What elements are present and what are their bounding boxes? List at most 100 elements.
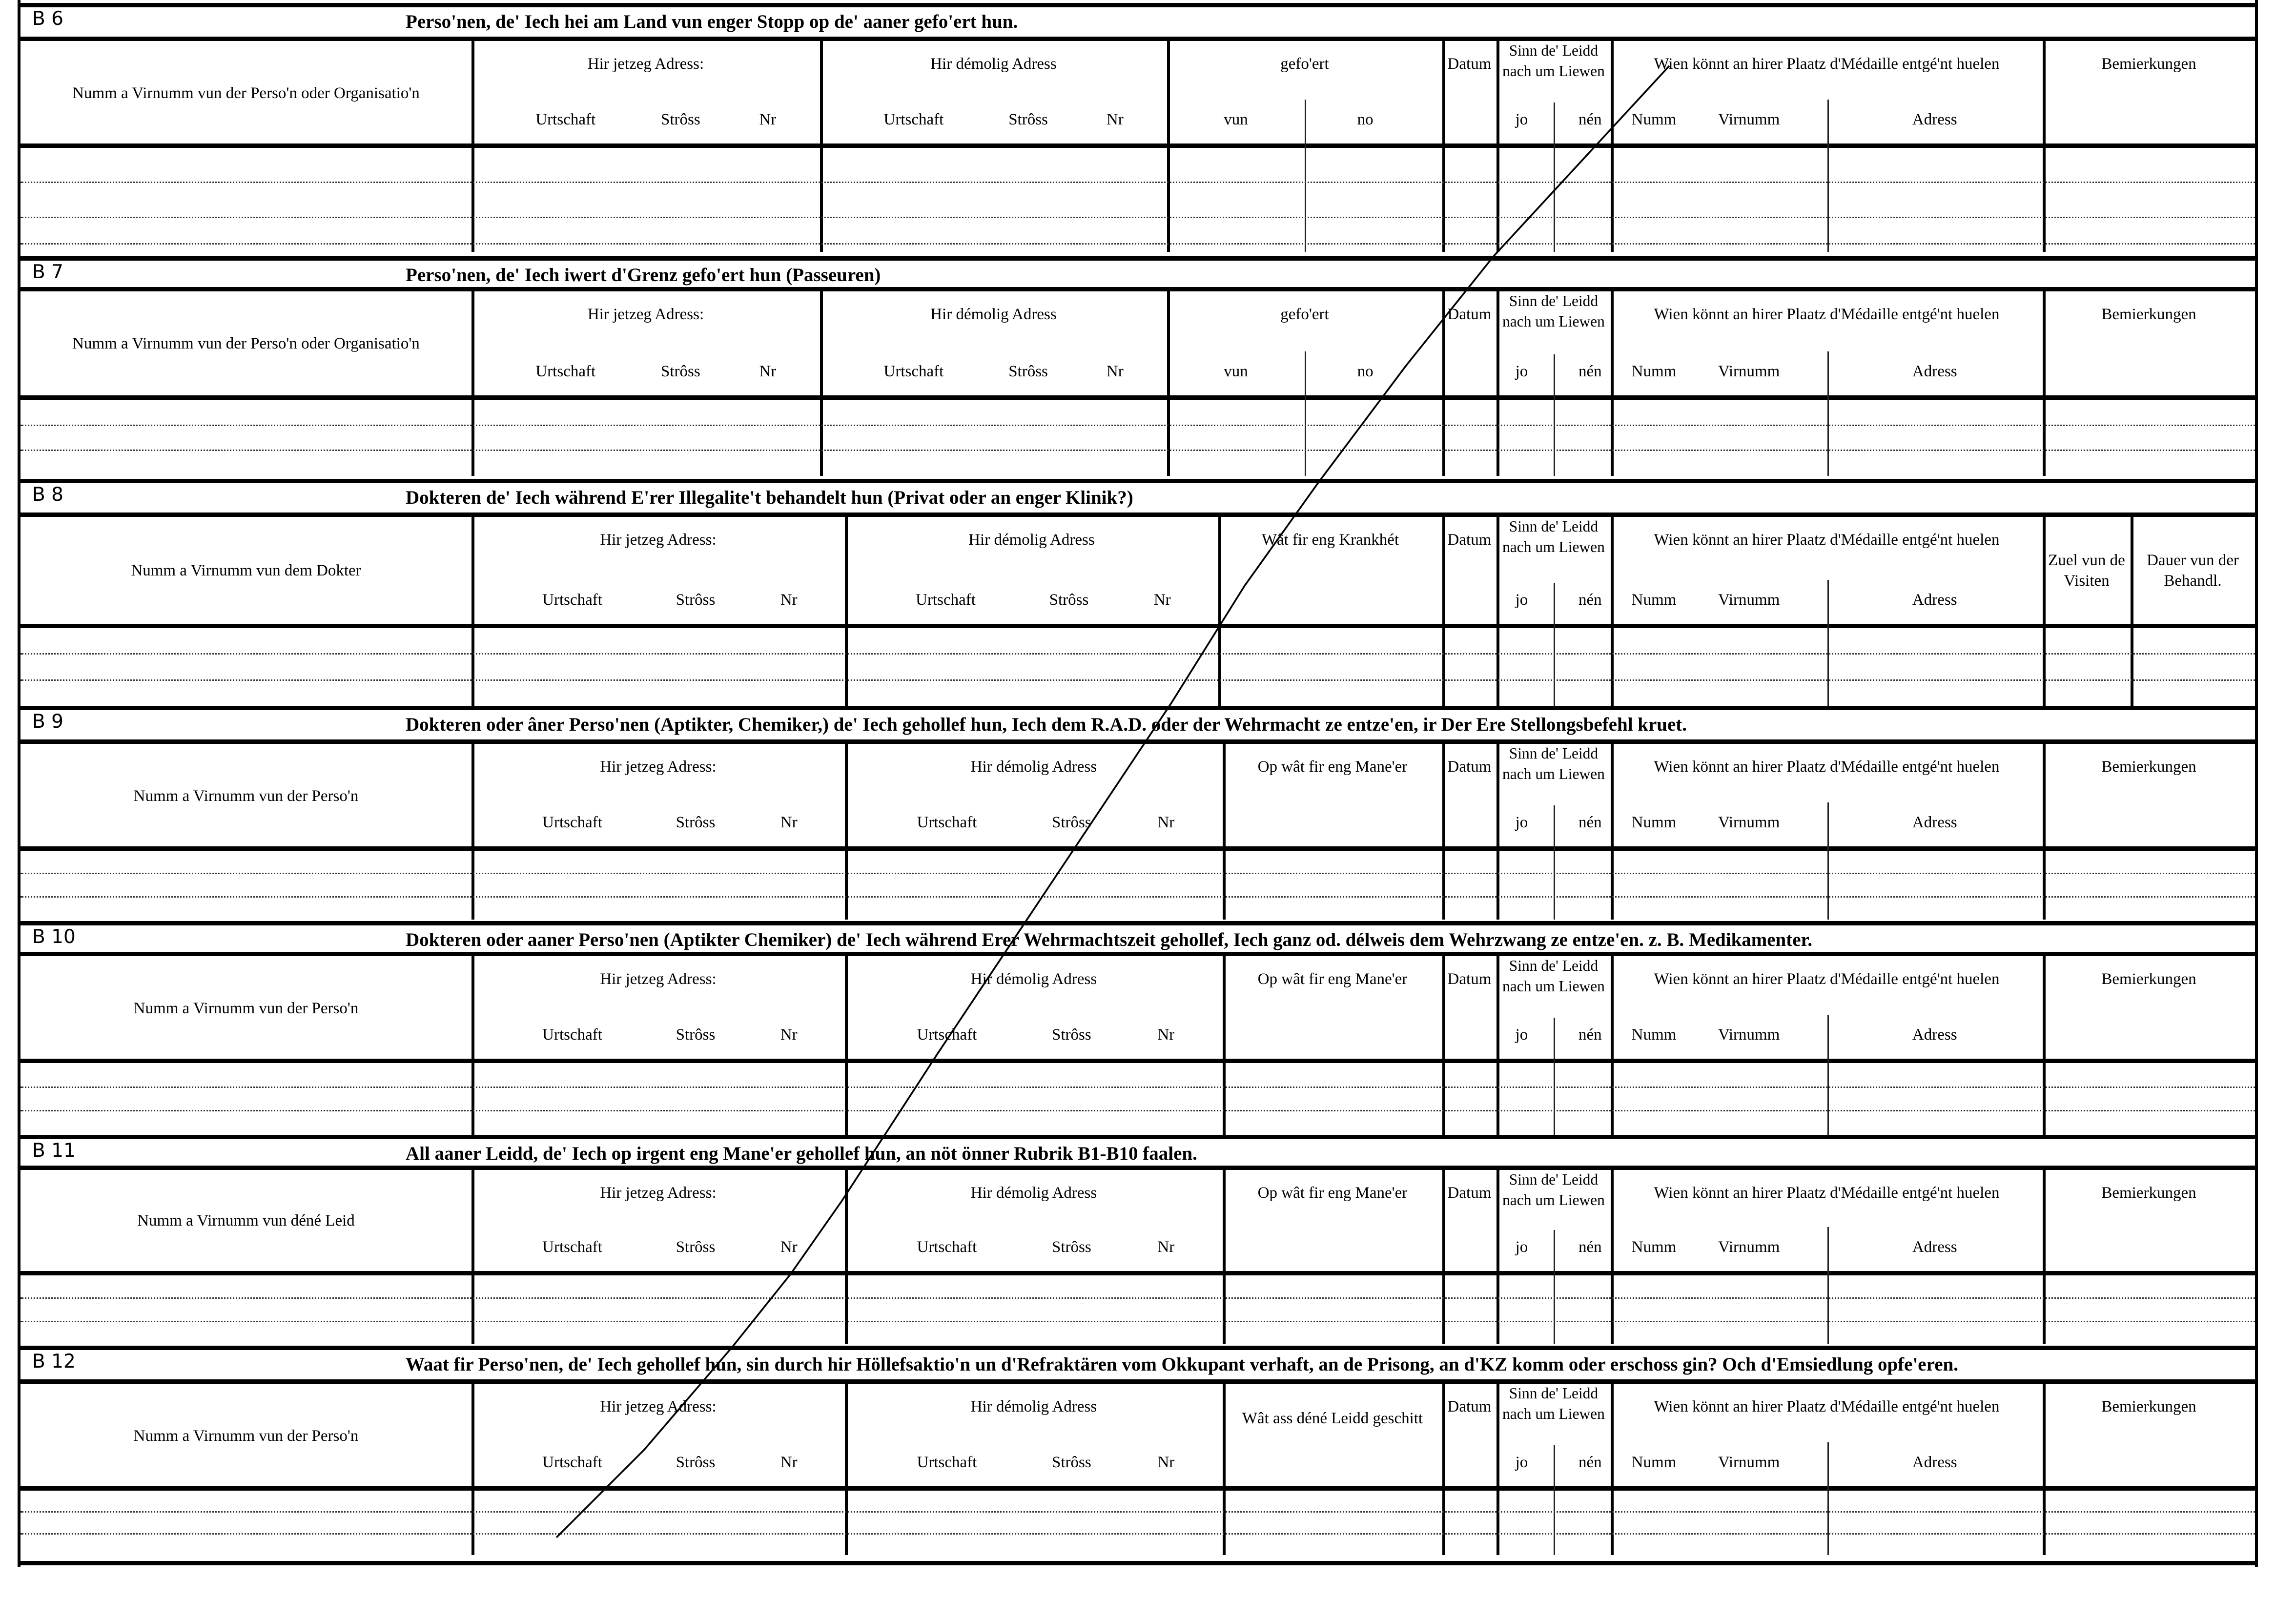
column-sub-label: nén (1578, 592, 1602, 609)
column-divider (1611, 40, 1614, 252)
entry-line[interactable] (20, 1511, 2255, 1513)
column-sub-label: Urtschaft (917, 1454, 977, 1472)
section-title: All aaner Leidd, de' Iech op irgent eng … (406, 1142, 1197, 1164)
column-divider (1496, 515, 1499, 706)
column-sub-label: Urtschaft (535, 111, 596, 129)
column-header-label: Datum (1447, 758, 1492, 776)
column-divider (1223, 1168, 1226, 1344)
column-header-label: Sinn de' Leidd nach um Liewen (1502, 44, 1605, 81)
header-top-rule (18, 1379, 2258, 1384)
column-header-label: Wât ass déné Leidd geschitt (1242, 1410, 1423, 1428)
column-header-label: Hir démolig Adress (970, 758, 1097, 776)
section-top-rule (18, 479, 2258, 483)
column-divider (1223, 955, 1226, 1135)
column-divider (472, 1382, 474, 1555)
entry-line[interactable] (20, 653, 2255, 655)
column-divider (2043, 955, 2046, 1135)
column-header-label: Hir jetzeg Adress: (600, 532, 717, 549)
column-header-label: Numm a Virnumm vun der Perso'n (133, 1427, 359, 1445)
column-divider (1611, 515, 1614, 706)
column-sub-label: no (1357, 363, 1374, 381)
column-sub-label: Adress (1912, 1239, 1957, 1256)
column-sub-label: Strôss (676, 1026, 716, 1044)
column-divider (1611, 1168, 1614, 1344)
column-sub-label: jo (1515, 592, 1528, 609)
column-sub-label: nén (1578, 363, 1602, 381)
column-divider (1167, 290, 1170, 476)
header-top-rule (18, 952, 2258, 956)
column-divider (1611, 290, 1614, 476)
column-sub-label: Urtschaft (883, 111, 944, 129)
column-header-label: Zuel vun de Visiten (2048, 552, 2125, 590)
section-code: B 7 (32, 262, 63, 284)
column-sub-label: Adress (1912, 363, 1957, 381)
entry-line[interactable] (20, 243, 2255, 245)
column-divider (845, 955, 848, 1135)
column-header-label: Sinn de' Leidd nach um Liewen (1502, 747, 1605, 783)
entry-line[interactable] (20, 1297, 2255, 1299)
header-top-rule (18, 739, 2258, 744)
entry-line[interactable] (20, 424, 2255, 426)
entry-line[interactable] (20, 896, 2255, 898)
header-bottom-rule (18, 624, 2258, 628)
column-header-label: Bemierkungen (2101, 56, 2196, 73)
header-bottom-rule (18, 1271, 2258, 1275)
column-header-label: Hir démolig Adress (968, 532, 1095, 549)
entry-line[interactable] (20, 182, 2255, 183)
column-sub-label: Urtschaft (542, 1239, 602, 1256)
column-header-label: Op wât fir eng Mane'er (1257, 758, 1408, 776)
column-sub-label: Nr (759, 363, 777, 381)
column-sub-label: Nr (780, 1239, 798, 1256)
column-header-label: Dauer vun der Behandl. (2147, 552, 2239, 590)
left-border (18, 0, 20, 1567)
sub-column-divider (1826, 1015, 1828, 1135)
sub-column-divider (1305, 100, 1306, 252)
column-divider (472, 515, 474, 706)
column-header-label: Sinn de' Leidd nach um Liewen (1502, 959, 1605, 996)
column-divider (2043, 742, 2046, 920)
column-sub-label: jo (1515, 363, 1528, 381)
entry-line[interactable] (20, 217, 2255, 218)
column-divider (1496, 1382, 1499, 1555)
column-divider (1223, 1382, 1226, 1555)
column-divider (1442, 955, 1445, 1135)
column-sub-label: Strôss (1052, 1239, 1091, 1256)
column-sub-label: Strôss (1052, 814, 1091, 832)
column-divider (2043, 290, 2046, 476)
entry-line[interactable] (20, 679, 2255, 681)
column-divider (1218, 515, 1221, 706)
column-sub-label: Urtschaft (917, 1239, 977, 1256)
column-sub-label: Urtschaft (916, 592, 976, 609)
column-divider (1496, 40, 1499, 252)
column-divider (472, 1168, 474, 1344)
header-bottom-rule (18, 1486, 2258, 1491)
header-bottom-rule (18, 846, 2258, 851)
entry-line[interactable] (20, 1110, 2255, 1112)
sub-column-divider (1826, 1442, 1828, 1555)
column-header-label: Datum (1447, 306, 1492, 324)
header-top-rule (18, 512, 2258, 517)
column-sub-label: Strôss (676, 814, 716, 832)
column-sub-label: jo (1515, 814, 1528, 832)
section-title: Waat fir Perso'nen, de' Iech gehollef hu… (406, 1353, 1958, 1375)
entry-line[interactable] (20, 1321, 2255, 1322)
column-divider (1442, 1168, 1445, 1344)
column-header-label: Hir jetzeg Adress: (587, 56, 704, 73)
entry-line[interactable] (20, 450, 2255, 451)
column-header-label: Bemierkungen (2101, 1398, 2196, 1416)
section-code: B 6 (32, 9, 63, 31)
section-code: B 9 (32, 712, 63, 734)
column-divider (1611, 742, 1614, 920)
column-divider (2043, 515, 2046, 706)
column-header-label: Numm a Virnumm vun der Perso'n oder Orga… (72, 335, 420, 353)
entry-line[interactable] (20, 873, 2255, 874)
entry-line[interactable] (20, 1533, 2255, 1535)
entry-line[interactable] (20, 1086, 2255, 1087)
column-divider (472, 290, 474, 476)
column-header-label: Hir jetzeg Adress: (600, 1185, 717, 1202)
pen-stroke (555, 65, 1670, 1538)
column-divider (1167, 40, 1170, 252)
section-top-rule (18, 1135, 2258, 1139)
header-top-rule (18, 37, 2258, 41)
column-header-label: Bemierkungen (2101, 971, 2196, 988)
